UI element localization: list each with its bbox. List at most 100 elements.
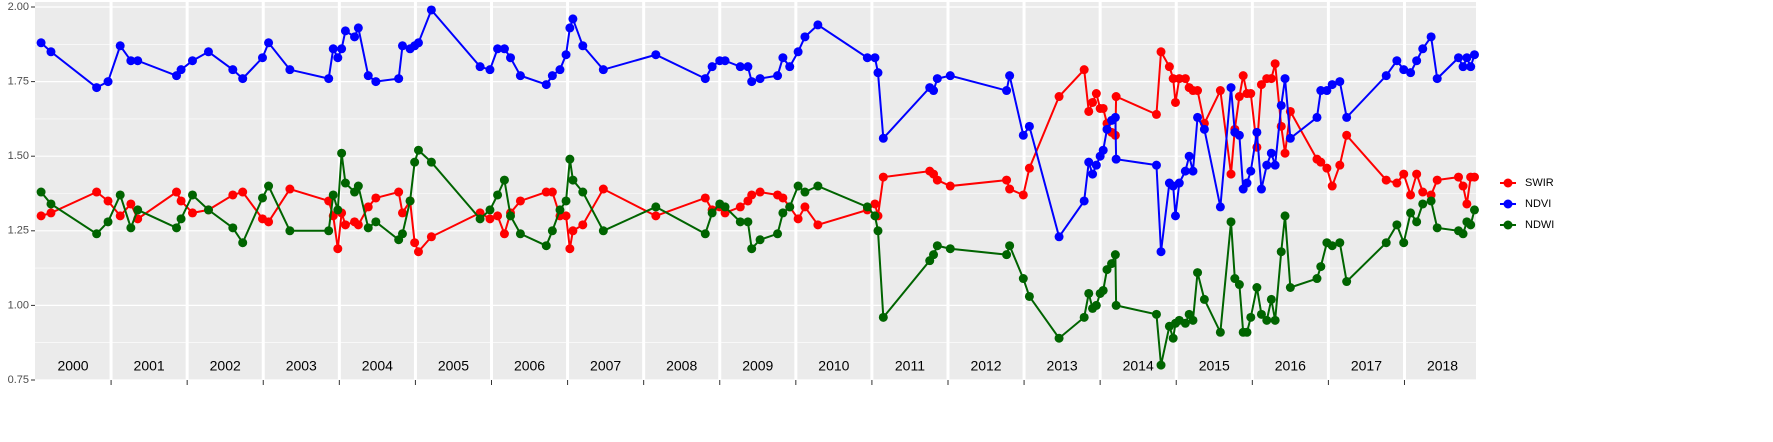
panel [35, 2, 1476, 380]
point [485, 205, 495, 215]
point [1188, 166, 1198, 176]
point [720, 56, 730, 66]
year-label: 2011 [895, 358, 925, 374]
point [350, 32, 360, 42]
year-label: 2013 [1047, 358, 1078, 374]
point [1242, 178, 1252, 188]
legend-marker [1503, 220, 1513, 230]
point [1266, 74, 1276, 84]
point [1110, 250, 1120, 260]
legend-label: NDWI [1525, 219, 1554, 231]
point [878, 133, 888, 143]
point [1432, 175, 1442, 185]
point [475, 62, 485, 72]
point [1111, 154, 1121, 164]
point [410, 238, 420, 248]
year-label: 2009 [742, 358, 773, 374]
point [561, 50, 571, 60]
point [92, 187, 102, 197]
point [1098, 145, 1108, 155]
point [506, 211, 516, 221]
point [499, 44, 509, 54]
point [1215, 202, 1225, 212]
point [1199, 294, 1209, 304]
point [862, 202, 872, 212]
point [1426, 32, 1436, 42]
point [1256, 309, 1266, 319]
point [1381, 175, 1391, 185]
point [172, 187, 182, 197]
point [755, 74, 765, 84]
point [1399, 65, 1409, 75]
point [426, 157, 436, 167]
point [785, 62, 795, 72]
point [1180, 166, 1190, 176]
point [1466, 62, 1476, 72]
legend-label: NDVI [1525, 198, 1551, 210]
point [1418, 199, 1428, 209]
point [394, 187, 404, 197]
point [515, 196, 525, 206]
point [651, 211, 661, 221]
point [1285, 282, 1295, 292]
point [1458, 181, 1468, 191]
point [1280, 211, 1290, 221]
point [187, 208, 197, 218]
year-label: 2017 [1351, 358, 1382, 374]
point [1418, 44, 1428, 54]
point [133, 205, 143, 215]
point [1174, 178, 1184, 188]
point [1412, 56, 1422, 66]
point [499, 175, 509, 185]
point [363, 223, 373, 233]
point [1406, 68, 1416, 78]
point [565, 154, 575, 164]
point [1266, 294, 1276, 304]
point [561, 211, 571, 221]
year-label: 2018 [1427, 358, 1458, 374]
point [187, 190, 197, 200]
point [353, 220, 363, 230]
point [1234, 280, 1244, 290]
point [1024, 291, 1034, 301]
point [1270, 59, 1280, 69]
point [1469, 172, 1479, 182]
point [929, 250, 939, 260]
point [1462, 199, 1472, 209]
point [1098, 285, 1108, 295]
point [598, 65, 608, 75]
point [1466, 220, 1476, 230]
point [126, 199, 136, 209]
point [257, 193, 267, 203]
point [1156, 360, 1166, 370]
point [1285, 133, 1295, 143]
point [565, 244, 575, 254]
point [1316, 157, 1326, 167]
y-tick-label: 1.75 [8, 76, 29, 88]
point [651, 202, 661, 212]
point [1018, 274, 1028, 284]
point [800, 187, 810, 197]
point [1392, 178, 1402, 188]
point [1252, 127, 1262, 137]
point [340, 220, 350, 230]
point [870, 199, 880, 209]
point [1432, 74, 1442, 84]
point [1188, 315, 1198, 325]
point [1280, 74, 1290, 84]
point [568, 226, 578, 236]
point [793, 214, 803, 224]
point [103, 217, 113, 227]
point [264, 181, 274, 191]
point [333, 205, 343, 215]
point [1412, 169, 1422, 179]
point [1469, 50, 1479, 60]
point [36, 38, 46, 48]
series [36, 145, 1479, 370]
point [1091, 300, 1101, 310]
point [203, 47, 213, 57]
point [426, 5, 436, 15]
point [945, 244, 955, 254]
point [541, 80, 551, 90]
